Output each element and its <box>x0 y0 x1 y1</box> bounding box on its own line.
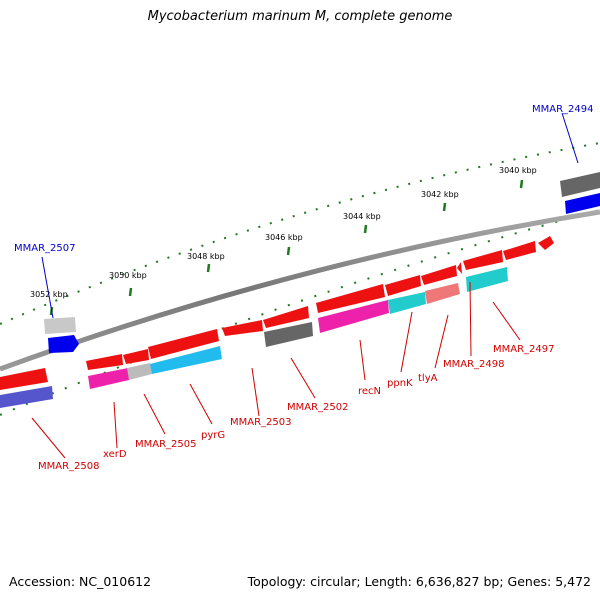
gene-label-mmar-2507: MMAR_2507 <box>14 243 76 254</box>
gene-label-mmar-2503: MMAR_2503 <box>230 417 292 428</box>
gene-label-xerd: xerD <box>103 449 127 460</box>
accession-text: Accession: NC_010612 <box>9 574 152 589</box>
gene-2507-cds <box>48 335 79 353</box>
topology-text: Topology: circular; Length: 6,636,827 bp… <box>247 574 591 589</box>
tick-label-3048: 3048 kbp <box>187 252 225 261</box>
genome-backbone <box>0 209 600 372</box>
gene-label-mmar-2502: MMAR_2502 <box>287 402 349 413</box>
gene-2494-box <box>560 172 600 197</box>
gene-2507-box <box>44 317 76 334</box>
gene-labels: MMAR_2494 MMAR_2507 MMAR_2497 MMAR_2498 … <box>14 104 594 472</box>
tick-label-3040: 3040 kbp <box>499 166 537 175</box>
tick-label-3044: 3044 kbp <box>343 212 381 221</box>
forward-genes <box>44 172 600 353</box>
gene-label-pyrg: pyrG <box>201 430 225 441</box>
tick-labels: 3040 kbp 3042 kbp 3044 kbp 3046 kbp 3048… <box>30 166 537 299</box>
gene-label-mmar-2497: MMAR_2497 <box>493 344 555 355</box>
outer-tick-track <box>0 142 600 325</box>
inner-tick-track <box>0 209 600 416</box>
gene-label-recn: recN <box>358 386 381 397</box>
tick-label-3052: 3052 kbp <box>30 290 68 299</box>
gene-label-mmar-2505: MMAR_2505 <box>135 439 197 450</box>
gene-label-mmar-2498: MMAR_2498 <box>443 359 505 370</box>
map-title: Mycobacterium marinum M, complete genome <box>147 9 453 24</box>
gene-label-ppnk: ppnK <box>387 378 413 389</box>
gene-label-mmar-2494: MMAR_2494 <box>532 104 594 115</box>
tick-label-3046: 3046 kbp <box>265 233 303 242</box>
gene-label-mmar-2508: MMAR_2508 <box>38 461 100 472</box>
tick-label-3042: 3042 kbp <box>421 190 459 199</box>
tick-label-3050: 3050 kbp <box>109 271 147 280</box>
gene-2494-cds <box>565 193 600 214</box>
reverse-genes-top <box>0 236 554 390</box>
label-leaders <box>31 112 579 459</box>
gene-label-tlya: tlyA <box>418 373 438 384</box>
reverse-genes-bottom <box>0 267 508 408</box>
major-ticks <box>49 179 524 316</box>
